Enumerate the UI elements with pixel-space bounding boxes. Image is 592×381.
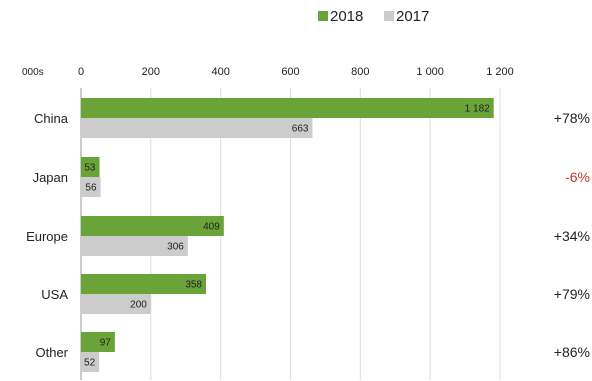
- legend-swatch-2017: [384, 11, 394, 21]
- bar-value-label: 306: [167, 242, 184, 253]
- bar-2018-usa: [81, 274, 207, 294]
- x-tick-label: 800: [351, 66, 369, 78]
- x-tick-label: 600: [281, 66, 299, 78]
- change-annotations: +78% -6% +34% +79% +86%: [554, 110, 590, 360]
- bar-value-label: 1 182: [465, 104, 490, 115]
- change-annotation: -6%: [565, 169, 590, 185]
- bar-2017-japan: [81, 177, 101, 197]
- x-tick-label: 400: [211, 66, 229, 78]
- legend-label-2018: 2018: [330, 8, 363, 25]
- bars: 1 182 663 53 56 409 306 358 200 97 52: [81, 98, 494, 372]
- x-tick-label: 0: [78, 66, 84, 78]
- category-label-china: China: [34, 111, 69, 126]
- x-tick-label: 1 000: [416, 66, 444, 78]
- bar-2017-other: [81, 352, 100, 372]
- category-label-other: Other: [35, 345, 68, 360]
- bar-value-label: 200: [130, 300, 147, 311]
- bar-value-label: 53: [84, 163, 96, 174]
- category-label-europe: Europe: [26, 229, 68, 244]
- bar-2018-other: [81, 332, 115, 352]
- x-tick-label: 1 200: [486, 66, 514, 78]
- change-annotation: +78%: [554, 110, 590, 126]
- category-label-japan: Japan: [33, 170, 68, 185]
- category-label-usa: USA: [41, 287, 68, 302]
- bar-value-label: 52: [84, 358, 96, 369]
- bar-2018-japan: [81, 157, 100, 177]
- legend-label-2017: 2017: [396, 8, 429, 25]
- y-axis: China Japan Europe USA Other: [26, 111, 69, 360]
- legend-swatch-2018: [318, 11, 328, 21]
- legend: 2018 2017: [318, 8, 429, 25]
- bar-value-label: 56: [85, 183, 97, 194]
- bar-value-label: 409: [203, 222, 220, 233]
- bar-value-label: 97: [100, 338, 112, 349]
- change-annotation: +79%: [554, 286, 590, 302]
- bar-2017-europe: [81, 236, 188, 256]
- bar-2018-europe: [81, 216, 224, 236]
- bar-2017-china: [81, 118, 313, 138]
- bar-2018-china: [81, 98, 494, 118]
- bar-value-label: 358: [185, 280, 202, 291]
- bar-2017-usa: [81, 294, 151, 314]
- change-annotation: +86%: [554, 344, 590, 360]
- bar-value-label: 663: [292, 124, 309, 135]
- x-axis: 0 200 400 600 800 1 000 1 200: [78, 66, 514, 78]
- unit-label: 000s: [22, 67, 44, 78]
- change-annotation: +34%: [554, 228, 590, 244]
- x-tick-label: 200: [142, 66, 160, 78]
